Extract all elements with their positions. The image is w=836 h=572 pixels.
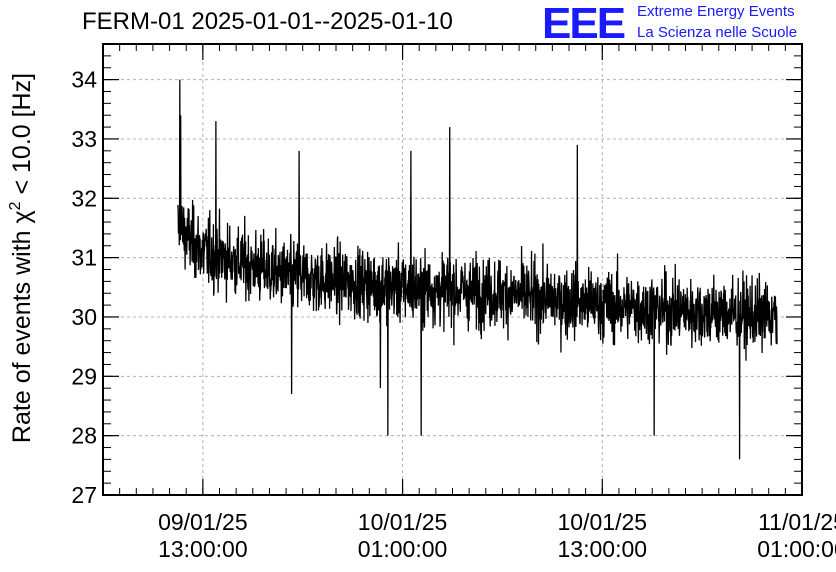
x-tick-date-label: 10/01/25: [358, 509, 448, 535]
org-subtitle: La Scienza nelle Scuole: [637, 24, 798, 41]
org-name: Extreme Energy Events: [637, 3, 795, 20]
x-tick-time-label: 13:00:00: [558, 536, 648, 562]
y-tick-label: 31: [71, 245, 97, 271]
y-tick-label: 30: [71, 304, 97, 330]
x-tick-time-label: 01:00:00: [358, 536, 448, 562]
x-tick-date-label: 11/01/25: [758, 509, 836, 535]
x-tick-time-label: 13:00:00: [158, 536, 248, 562]
x-tick-time-label: 01:00:00: [757, 536, 836, 562]
y-tick-label: 27: [71, 482, 97, 508]
series-rate-line: [177, 79, 778, 460]
axes: 272829303132333409/01/2513:00:0010/01/25…: [71, 43, 836, 562]
series-layer: [177, 79, 778, 460]
chart-title: FERM-01 2025-01-01--2025-01-10: [82, 8, 453, 35]
y-tick-label: 29: [71, 363, 97, 389]
y-tick-label: 32: [71, 185, 97, 211]
x-tick-date-label: 10/01/25: [558, 509, 648, 535]
y-tick-label: 28: [71, 423, 97, 449]
y-tick-label: 33: [71, 126, 97, 152]
y-tick-label: 34: [71, 67, 97, 93]
eee-logo: EEE: [542, 0, 626, 48]
y-axis-label: Rate of events with χ2 < 10.0 [Hz]: [7, 73, 36, 443]
x-tick-date-label: 09/01/25: [158, 509, 248, 535]
